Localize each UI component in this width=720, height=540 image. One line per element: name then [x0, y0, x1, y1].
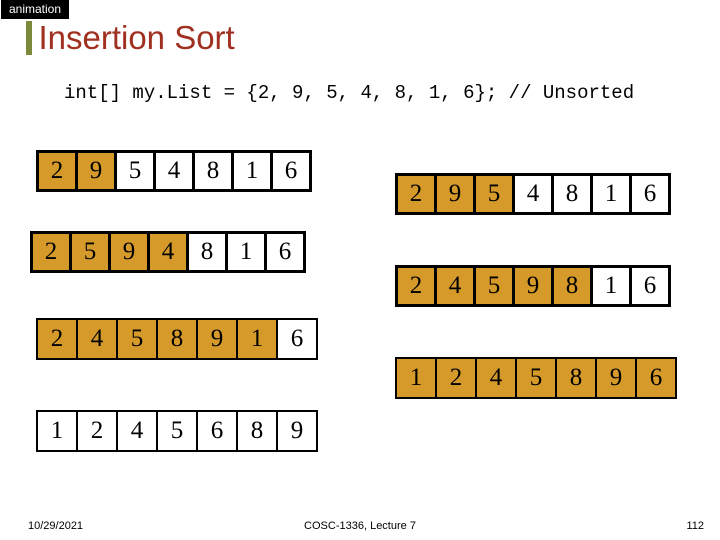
array-cell: 5 — [114, 150, 156, 192]
array-cell: 4 — [475, 357, 517, 399]
array-cell: 2 — [36, 150, 78, 192]
array-cell: 8 — [186, 231, 228, 273]
array-cell: 1 — [236, 318, 278, 360]
array-cell: 8 — [192, 150, 234, 192]
array-cell: 5 — [116, 318, 158, 360]
array-cell: 9 — [75, 150, 117, 192]
array-cell: 2 — [395, 265, 437, 307]
array-cell: 2 — [76, 410, 118, 452]
array-cell: 4 — [116, 410, 158, 452]
array-cell: 6 — [635, 357, 677, 399]
array-cell: 1 — [590, 265, 632, 307]
array-cell: 5 — [473, 265, 515, 307]
array-cell: 4 — [76, 318, 118, 360]
array-cell: 1 — [590, 173, 632, 215]
array-leftMid: 2594816 — [30, 231, 306, 273]
array-rightMid: 2459816 — [395, 265, 671, 307]
array-cell: 8 — [236, 410, 278, 452]
array-cell: 4 — [147, 231, 189, 273]
array-cell: 6 — [276, 318, 318, 360]
array-cell: 9 — [595, 357, 637, 399]
array-cell: 6 — [264, 231, 306, 273]
array-leftTop: 2954816 — [36, 150, 312, 192]
array-cell: 9 — [434, 173, 476, 215]
array-cell: 1 — [36, 410, 78, 452]
slide-title-wrap: Insertion Sort — [26, 19, 235, 57]
array-cell: 4 — [512, 173, 554, 215]
array-cell: 1 — [395, 357, 437, 399]
array-cell: 9 — [108, 231, 150, 273]
slide-title: Insertion Sort — [38, 19, 234, 56]
array-cell: 5 — [473, 173, 515, 215]
code-declaration: int[] my.List = {2, 9, 5, 4, 8, 1, 6}; /… — [64, 82, 634, 104]
array-cell: 6 — [629, 173, 671, 215]
array-cell: 2 — [36, 318, 78, 360]
array-cell: 5 — [515, 357, 557, 399]
footer-center: COSC-1336, Lecture 7 — [0, 520, 720, 532]
array-cell: 1 — [225, 231, 267, 273]
array-cell: 9 — [196, 318, 238, 360]
array-cell: 5 — [69, 231, 111, 273]
array-cell: 9 — [512, 265, 554, 307]
array-cell: 4 — [153, 150, 195, 192]
animation-tag: animation — [1, 0, 69, 19]
array-cell: 5 — [156, 410, 198, 452]
array-cell: 2 — [435, 357, 477, 399]
array-rightTop: 2954816 — [395, 173, 671, 215]
array-cell: 2 — [395, 173, 437, 215]
array-cell: 8 — [551, 265, 593, 307]
footer-page: 112 — [686, 520, 704, 532]
array-leftBottom: 1245689 — [36, 410, 318, 452]
array-rightLow: 1245896 — [395, 357, 677, 399]
array-cell: 2 — [30, 231, 72, 273]
array-cell: 6 — [629, 265, 671, 307]
array-cell: 8 — [555, 357, 597, 399]
array-cell: 8 — [156, 318, 198, 360]
array-leftLow: 2458916 — [36, 318, 318, 360]
array-cell: 6 — [196, 410, 238, 452]
array-cell: 1 — [231, 150, 273, 192]
array-cell: 6 — [270, 150, 312, 192]
array-cell: 9 — [276, 410, 318, 452]
title-accent-bar — [26, 21, 32, 55]
array-cell: 4 — [434, 265, 476, 307]
array-cell: 8 — [551, 173, 593, 215]
